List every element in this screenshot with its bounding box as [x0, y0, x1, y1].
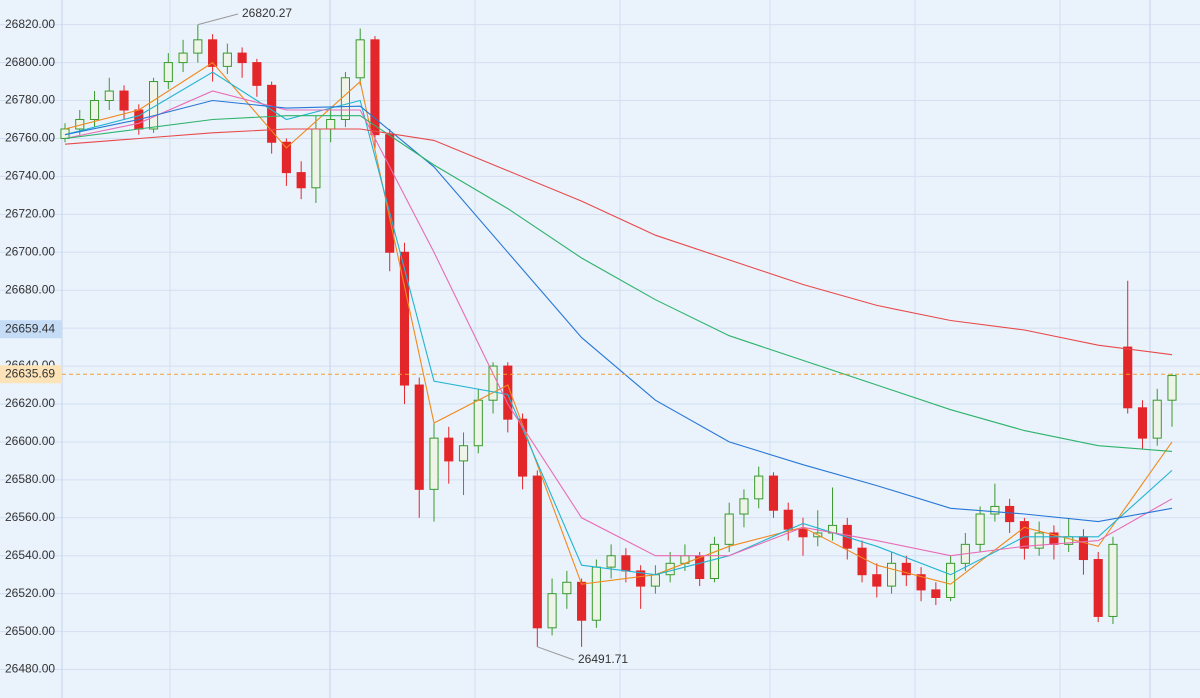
y-tick-label: 26540.00	[5, 548, 55, 562]
candle-body	[798, 528, 808, 538]
y-tick-label: 26720.00	[5, 207, 55, 221]
ma-line	[64, 128, 1173, 356]
candle-body	[975, 513, 985, 545]
last-price-label: 26635.69	[5, 366, 55, 380]
candle-body	[104, 90, 114, 102]
y-tick-label: 26600.00	[5, 434, 55, 448]
high-label: 26820.27	[242, 6, 292, 20]
candle-body	[946, 562, 956, 598]
candle-body	[783, 509, 793, 530]
ma-line	[64, 115, 1173, 452]
candle-body	[355, 39, 365, 79]
candle-body	[739, 498, 749, 515]
candle-body	[1152, 399, 1162, 439]
candle-body	[621, 555, 631, 572]
candle-body	[296, 172, 306, 189]
candle-body	[857, 547, 867, 576]
candle-body	[385, 134, 395, 253]
candle-body	[872, 574, 882, 587]
y-tick-label: 26740.00	[5, 169, 55, 183]
candle-body	[1019, 521, 1029, 549]
low-leader	[537, 646, 575, 661]
candle-body	[1093, 559, 1103, 617]
candle-body	[887, 562, 897, 587]
candle-body	[990, 505, 1000, 515]
candle-body	[1078, 536, 1088, 561]
candle-body	[650, 574, 660, 587]
candle-body	[399, 251, 410, 386]
candle-body	[429, 437, 439, 490]
candle-body	[768, 475, 779, 511]
y-tick-label: 26760.00	[5, 131, 55, 145]
high-leader	[197, 13, 239, 26]
candle-body	[208, 39, 218, 67]
candle-body	[340, 77, 350, 120]
candle-body	[591, 566, 601, 621]
ma-line	[64, 99, 1173, 523]
candle-body	[577, 581, 587, 621]
candle-body	[547, 593, 557, 629]
candle-body	[89, 100, 100, 120]
ma-line	[64, 90, 1173, 557]
candle-body	[532, 475, 542, 629]
candle-body	[503, 365, 513, 420]
candle-body	[222, 52, 232, 67]
candle-body	[281, 141, 291, 174]
candle-body	[1137, 407, 1148, 439]
cursor-price-tag	[0, 320, 62, 339]
low-label: 26491.71	[578, 652, 628, 666]
cursor-price-label: 26659.44	[5, 321, 55, 335]
candle-body	[326, 118, 336, 130]
candle-body	[252, 62, 262, 86]
candle-body	[444, 437, 454, 462]
y-tick-label: 26680.00	[5, 282, 55, 296]
y-tick-label: 26560.00	[5, 510, 55, 524]
candle-body	[163, 62, 173, 83]
candle-body	[473, 399, 483, 447]
candle-body	[193, 39, 203, 54]
candle-body	[636, 570, 646, 587]
candle-body	[1034, 532, 1044, 549]
candle-body	[311, 128, 321, 189]
last-price-tag	[0, 365, 62, 384]
candle-body	[518, 418, 528, 477]
y-tick-label: 26580.00	[5, 472, 55, 486]
candle-body	[901, 562, 911, 576]
candle-body	[1005, 505, 1015, 523]
candle-body	[458, 445, 469, 462]
candle-body	[370, 39, 380, 136]
candle-body	[562, 581, 572, 595]
candle-body	[916, 574, 926, 591]
candle-body	[178, 52, 188, 64]
y-tick-label: 26800.00	[5, 55, 55, 69]
candle-body	[724, 513, 734, 545]
ma-line	[64, 71, 1173, 576]
candle-body	[931, 589, 941, 598]
candle-body	[119, 90, 129, 111]
candle-body	[149, 81, 159, 130]
candle-body	[606, 555, 616, 568]
y-tick-label: 26520.00	[5, 586, 55, 600]
candle-body	[237, 52, 247, 64]
y-tick-label: 26700.00	[5, 244, 55, 258]
candle-body	[488, 365, 498, 401]
candle-body	[1123, 346, 1133, 409]
candle-body	[709, 543, 719, 580]
candle-body	[1167, 375, 1177, 401]
y-tick-label: 26480.00	[5, 662, 55, 676]
candle-body	[754, 475, 764, 500]
y-tick-label: 26620.00	[5, 396, 55, 410]
candle-body	[1108, 543, 1118, 617]
candle-body	[414, 384, 424, 490]
candle-body	[267, 84, 277, 143]
y-tick-label: 26780.00	[5, 93, 55, 107]
y-tick-label: 26820.00	[5, 17, 55, 31]
y-tick-label: 26500.00	[5, 624, 55, 638]
